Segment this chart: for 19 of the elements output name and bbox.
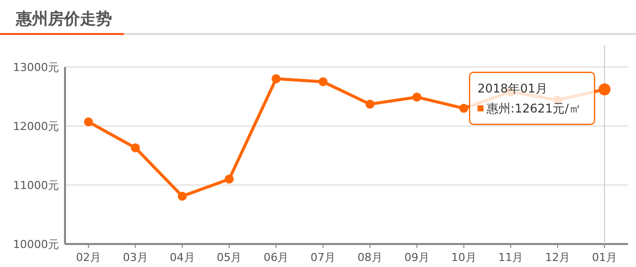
- x-tick-label: 11月: [498, 251, 524, 264]
- x-tick-label: 07月: [310, 251, 336, 264]
- x-tick-label: 08月: [357, 251, 382, 264]
- x-tick-label: 12月: [545, 251, 570, 264]
- x-tick-label: 09月: [404, 251, 430, 264]
- annotation: 2018年01月: [478, 81, 548, 96]
- x-tick-label: 06月: [264, 251, 289, 264]
- y-tick-label: 11000元: [13, 179, 59, 192]
- x-tick-label: 10月: [451, 251, 476, 264]
- x-tick-label: 04月: [170, 251, 195, 264]
- y-tick-label: 12000元: [13, 120, 59, 133]
- x-tick-label: 03月: [122, 251, 148, 264]
- chart-title: 惠州房价走势: [15, 9, 112, 28]
- x-tick-label: 01月: [592, 251, 618, 264]
- text: 惠州:12621元/㎡: [486, 101, 581, 116]
- x-tick-label: 02月: [76, 251, 101, 264]
- x-tick-label: 05月: [216, 251, 242, 264]
- y-tick-label: 13000元: [13, 61, 59, 74]
- y-tick-label: 10000元: [13, 238, 59, 251]
